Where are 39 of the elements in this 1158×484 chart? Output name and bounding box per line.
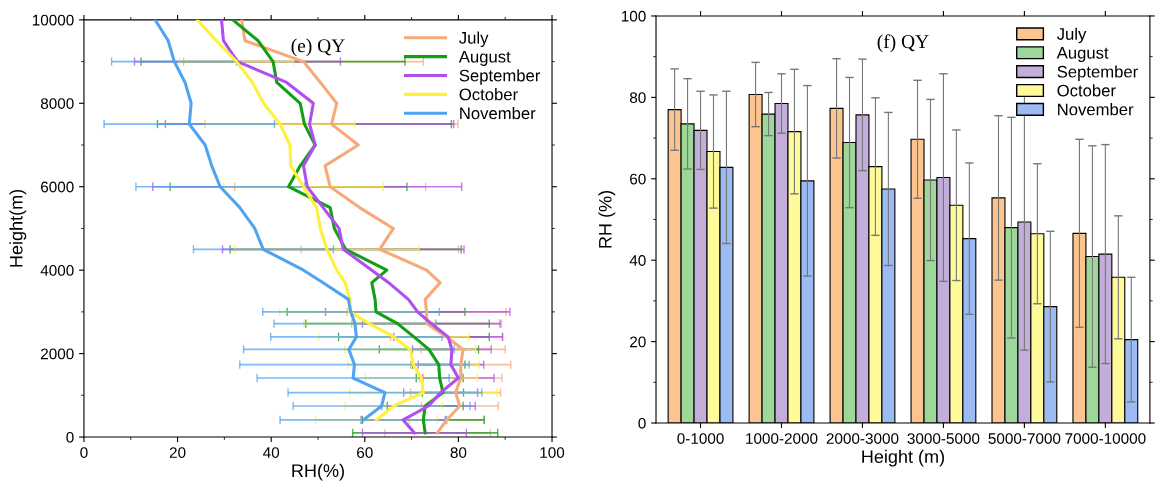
legend-label: August: [1056, 47, 1109, 63]
legend-label: October: [1057, 84, 1116, 97]
y-tick-label: 0: [638, 417, 646, 429]
x-tick-label: 1000-2000: [746, 433, 818, 444]
y-tick-label: 20: [630, 336, 646, 348]
x-tick-label: 0-1000: [677, 433, 724, 444]
x-tick-label: 20: [169, 447, 186, 458]
y-tick-label: 8000: [40, 98, 74, 109]
legend-label: August: [458, 50, 511, 66]
x-tick-label: 2000-3000: [826, 433, 899, 444]
x-tick-label: 3000-5000: [907, 433, 980, 444]
x-tick-label: 0: [80, 447, 88, 458]
x-tick-label: 40: [263, 447, 280, 458]
text: (f) QY: [877, 34, 929, 53]
x-tick-label: 100: [540, 447, 565, 458]
x-tick-label: 7000-10000: [1065, 433, 1146, 444]
x-axis-title: RH(%): [292, 463, 344, 481]
y-tick-label: 10000: [32, 14, 74, 26]
y-tick-label: 4000: [40, 265, 74, 276]
text: (e) QY: [291, 38, 345, 57]
x-axis-title: Height (m): [862, 449, 944, 467]
y-tick-label: 80: [629, 92, 646, 104]
legend-label: November: [460, 106, 536, 120]
y-tick-label: 6000: [41, 181, 74, 193]
legend-label: July: [1056, 27, 1087, 44]
legend-label: September: [459, 69, 541, 85]
x-tick-label: 80: [450, 447, 467, 458]
y-tick-label: 2000: [41, 348, 74, 360]
legend-label: November: [1058, 103, 1134, 116]
y-axis-title: Height(m): [9, 189, 27, 267]
y-tick-label: 60: [630, 173, 646, 185]
x-tick-label: 5000-7000: [988, 433, 1061, 444]
legend-label: October: [459, 88, 518, 101]
legend-label: September: [1057, 65, 1138, 81]
y-tick-label: 40: [629, 255, 646, 266]
x-tick-label: 60: [357, 447, 373, 458]
legend-label: July: [459, 31, 489, 48]
y-axis-title: RH (%): [598, 191, 616, 248]
y-tick-label: 100: [621, 10, 646, 22]
